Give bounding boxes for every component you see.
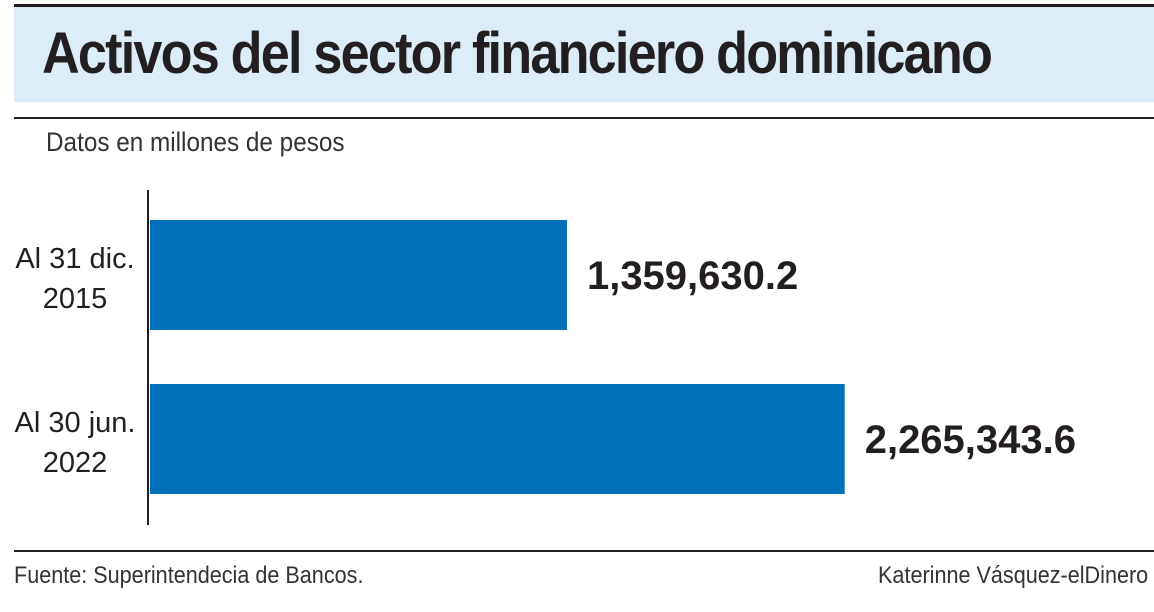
category-label-1-line-1: 2022: [43, 447, 108, 479]
bar-chart: 1,359,630.2 Al 31 dic. 2015 2,265,343.6 Al 3…: [15, 190, 1076, 525]
category-label-1-line-0: Al 30 jun.: [15, 407, 136, 439]
top-divider: [14, 117, 1154, 119]
chart-title: Activos del sector financiero dominicano: [42, 21, 993, 86]
value-label-0: 1,359,630.2: [587, 254, 798, 298]
category-label-0-line-1: 2015: [43, 283, 108, 315]
author-credit: Katerinne Vásquez-elDinero: [877, 562, 1148, 589]
value-label-1: 2,265,343.6: [865, 418, 1076, 462]
source-note: Fuente: Superintendecia de Bancos.: [14, 562, 364, 589]
bottom-divider: [14, 550, 1154, 552]
bar-0: [150, 220, 567, 330]
bars-group: 1,359,630.2 Al 31 dic. 2015 2,265,343.6 Al 3…: [15, 220, 1076, 494]
title-band: Activos del sector financiero dominicano: [14, 4, 1154, 102]
bar-1: [150, 384, 845, 494]
chart-subtitle: Datos en millones de pesos: [46, 127, 345, 157]
category-label-0-line-0: Al 31 dic.: [15, 243, 134, 275]
